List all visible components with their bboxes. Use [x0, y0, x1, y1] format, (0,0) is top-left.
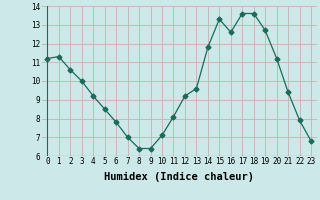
X-axis label: Humidex (Indice chaleur): Humidex (Indice chaleur) [104, 172, 254, 182]
